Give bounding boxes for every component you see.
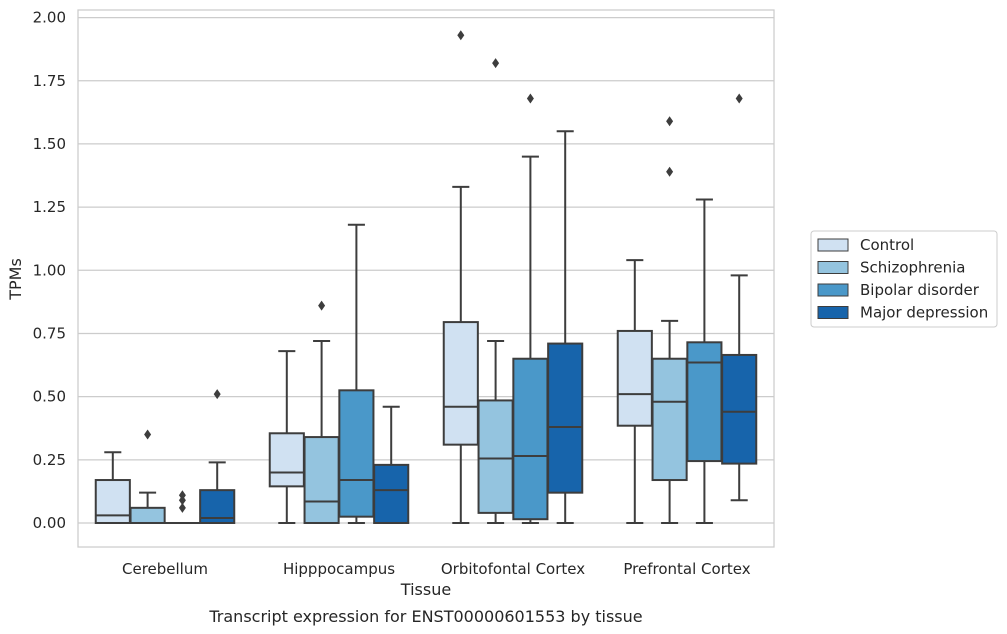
box-cerebellum-schizophrenia: [129, 429, 166, 524]
iqr-box: [129, 506, 166, 524]
iqr-box: [268, 432, 305, 488]
x-tick-label-cerebellum: Cerebellum: [122, 560, 208, 578]
box-groups: [94, 30, 758, 525]
outlier-point: [666, 116, 674, 127]
box-cerebellum-control: [94, 451, 131, 524]
outlier-point: [178, 502, 186, 513]
y-tick-label: 0.00: [33, 514, 66, 532]
box-prefrontal-cortex-schizophrenia: [651, 116, 688, 524]
iqr-box: [303, 436, 340, 524]
iqr-box: [651, 357, 688, 482]
x-tick-label-orbitofontal-cortex: Orbitofontal Cortex: [441, 560, 585, 578]
box-orbitofontal-cortex-control: [442, 30, 479, 524]
y-tick-label: 0.50: [33, 388, 66, 406]
box-cerebellum-major-depression: [199, 389, 236, 524]
iqr-box: [442, 321, 479, 446]
y-tick-label: 0.75: [33, 324, 66, 342]
legend-swatch-major-depression: [817, 306, 849, 319]
box-orbitofontal-cortex-major-depression: [547, 130, 584, 524]
legend-swatch-schizophrenia: [817, 261, 849, 274]
chart-caption: Transcript expression for ENST0000060155…: [208, 607, 642, 626]
iqr-box: [686, 341, 723, 463]
y-tick-label: 0.25: [33, 451, 66, 469]
y-tick-label: 2.00: [33, 9, 66, 27]
box-prefrontal-cortex-bipolar-disorder: [686, 198, 723, 524]
legend-label-major-depression: Major depression: [860, 304, 988, 322]
outlier-point: [178, 490, 186, 501]
legend-items: Control Schizophrenia Bipolar disorder Majo…: [817, 236, 988, 322]
y-tick-label: 1.25: [33, 198, 66, 216]
outlier-point: [457, 30, 465, 41]
y-tick-label: 1.50: [33, 135, 66, 153]
outlier-point: [144, 429, 152, 440]
legend: Control Schizophrenia Bipolar disorder Majo…: [810, 230, 998, 328]
outlier-point: [213, 389, 221, 400]
outlier-point: [492, 58, 500, 69]
box-hipppocampus-bipolar-disorder: [338, 223, 375, 524]
box-hipppocampus-major-depression: [373, 405, 410, 524]
box-orbitofontal-cortex-schizophrenia: [477, 58, 514, 524]
y-tick-label: 1.75: [33, 72, 66, 90]
iqr-box: [338, 389, 375, 518]
box-hipppocampus-schizophrenia: [303, 300, 340, 524]
iqr-box: [94, 479, 131, 524]
iqr-box: [721, 353, 758, 465]
iqr-box: [477, 399, 514, 514]
legend-label-schizophrenia: Schizophrenia: [860, 259, 965, 277]
box-cerebellum-bipolar-disorder: [164, 490, 201, 525]
legend-label-bipolar-disorder: Bipolar disorder: [860, 281, 980, 299]
iqr-box: [616, 329, 653, 427]
y-tick-labels: 2.00 1.75 1.50 1.25 1.00 0.75 0.50 0.25 0.00: [33, 9, 66, 532]
plot-frame: [77, 9, 775, 548]
x-axis-label: Tissue: [400, 580, 451, 599]
box-prefrontal-cortex-major-depression: [721, 93, 758, 502]
outlier-point: [318, 300, 326, 311]
x-tick-labels: Cerebellum Hipppocampus Orbitofontal Corte…: [122, 560, 751, 578]
iqr-box: [512, 357, 549, 521]
legend-swatch-control: [817, 238, 849, 252]
y-axis-label: TPMs: [6, 258, 25, 301]
y-tick-label: 1.00: [33, 261, 66, 279]
iqr-box: [547, 342, 584, 494]
outlier-point: [526, 93, 534, 104]
outlier-point: [666, 166, 674, 177]
x-tick-label-hipppocampus: Hipppocampus: [283, 560, 395, 578]
outlier-point: [735, 93, 743, 104]
legend-frame: [810, 230, 998, 328]
outlier-point: [178, 495, 186, 506]
box-hipppocampus-control: [268, 350, 305, 524]
iqr-box: [373, 463, 410, 524]
legend-swatch-bipolar-disorder: [817, 283, 849, 297]
legend-label-control: Control: [860, 236, 914, 254]
x-tick-label-prefrontal-cortex: Prefrontal Cortex: [623, 560, 750, 578]
